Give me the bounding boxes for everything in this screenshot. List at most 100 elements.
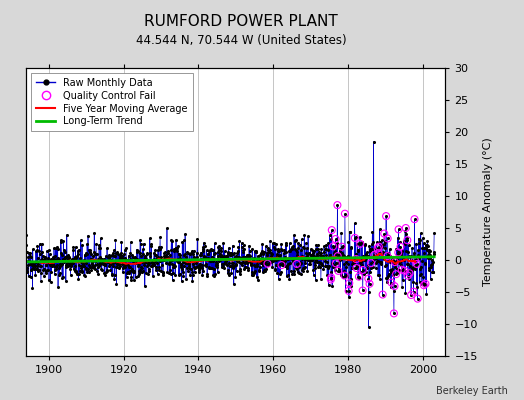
Point	[346, 269, 354, 275]
Point	[52, 258, 60, 264]
Point	[67, 262, 75, 268]
Point	[364, 275, 373, 282]
Point	[287, 245, 296, 252]
Point	[337, 244, 346, 250]
Point	[169, 264, 178, 270]
Point	[248, 272, 257, 278]
Point	[26, 274, 35, 280]
Point	[32, 247, 41, 253]
Point	[148, 260, 157, 266]
Point	[180, 258, 188, 264]
Point	[201, 243, 209, 249]
Point	[238, 249, 247, 255]
Point	[44, 267, 52, 274]
Point	[357, 259, 365, 265]
Point	[310, 248, 318, 254]
Point	[330, 262, 339, 268]
Point	[96, 260, 104, 267]
Point	[307, 246, 315, 252]
Point	[179, 273, 188, 280]
Point	[375, 244, 383, 250]
Point	[90, 265, 98, 271]
Point	[158, 262, 166, 268]
Point	[289, 243, 298, 249]
Point	[134, 248, 142, 254]
Point	[130, 276, 138, 283]
Point	[343, 272, 351, 279]
Point	[429, 258, 437, 265]
Point	[122, 261, 130, 268]
Point	[96, 235, 105, 242]
Point	[314, 258, 323, 265]
Point	[89, 253, 97, 259]
Point	[195, 267, 203, 273]
Point	[101, 272, 109, 278]
Point	[38, 241, 46, 248]
Point	[104, 258, 113, 265]
Point	[273, 270, 281, 276]
Point	[83, 269, 91, 275]
Point	[412, 280, 421, 287]
Point	[211, 250, 219, 257]
Point	[112, 250, 121, 257]
Point	[298, 267, 307, 274]
Point	[136, 268, 144, 275]
Point	[424, 254, 432, 261]
Point	[43, 255, 52, 261]
Point	[367, 260, 375, 266]
Point	[337, 244, 346, 250]
Point	[161, 256, 170, 262]
Point	[385, 271, 393, 278]
Point	[392, 265, 401, 272]
Point	[328, 283, 336, 289]
Point	[172, 248, 181, 254]
Point	[340, 268, 348, 274]
Point	[21, 256, 29, 263]
Point	[351, 220, 359, 227]
Point	[398, 266, 406, 273]
Point	[379, 256, 388, 262]
Point	[154, 254, 162, 260]
Point	[195, 260, 204, 267]
Point	[54, 272, 63, 278]
Point	[67, 272, 75, 278]
Point	[121, 255, 129, 262]
Point	[88, 266, 96, 273]
Point	[259, 269, 267, 275]
Point	[136, 267, 145, 273]
Point	[150, 261, 159, 267]
Point	[31, 248, 40, 254]
Point	[419, 240, 428, 246]
Point	[384, 273, 392, 280]
Point	[224, 266, 232, 273]
Point	[347, 244, 355, 250]
Point	[111, 253, 119, 259]
Point	[178, 239, 187, 245]
Point	[186, 272, 194, 278]
Point	[414, 235, 423, 242]
Point	[334, 253, 342, 259]
Point	[186, 258, 194, 265]
Point	[401, 225, 410, 231]
Point	[152, 252, 160, 258]
Text: RUMFORD POWER PLANT: RUMFORD POWER PLANT	[144, 14, 338, 29]
Point	[71, 253, 79, 260]
Point	[99, 259, 107, 265]
Point	[300, 264, 309, 270]
Point	[401, 228, 409, 234]
Point	[345, 280, 354, 286]
Point	[354, 274, 363, 281]
Point	[377, 243, 386, 250]
Point	[294, 245, 302, 252]
Point	[103, 268, 112, 274]
Point	[364, 275, 373, 282]
Point	[160, 250, 168, 256]
Point	[167, 237, 176, 244]
Point	[387, 269, 395, 276]
Point	[272, 251, 281, 258]
Point	[237, 255, 245, 262]
Point	[247, 261, 255, 267]
Point	[51, 253, 59, 259]
Point	[325, 263, 333, 270]
Point	[78, 242, 86, 248]
